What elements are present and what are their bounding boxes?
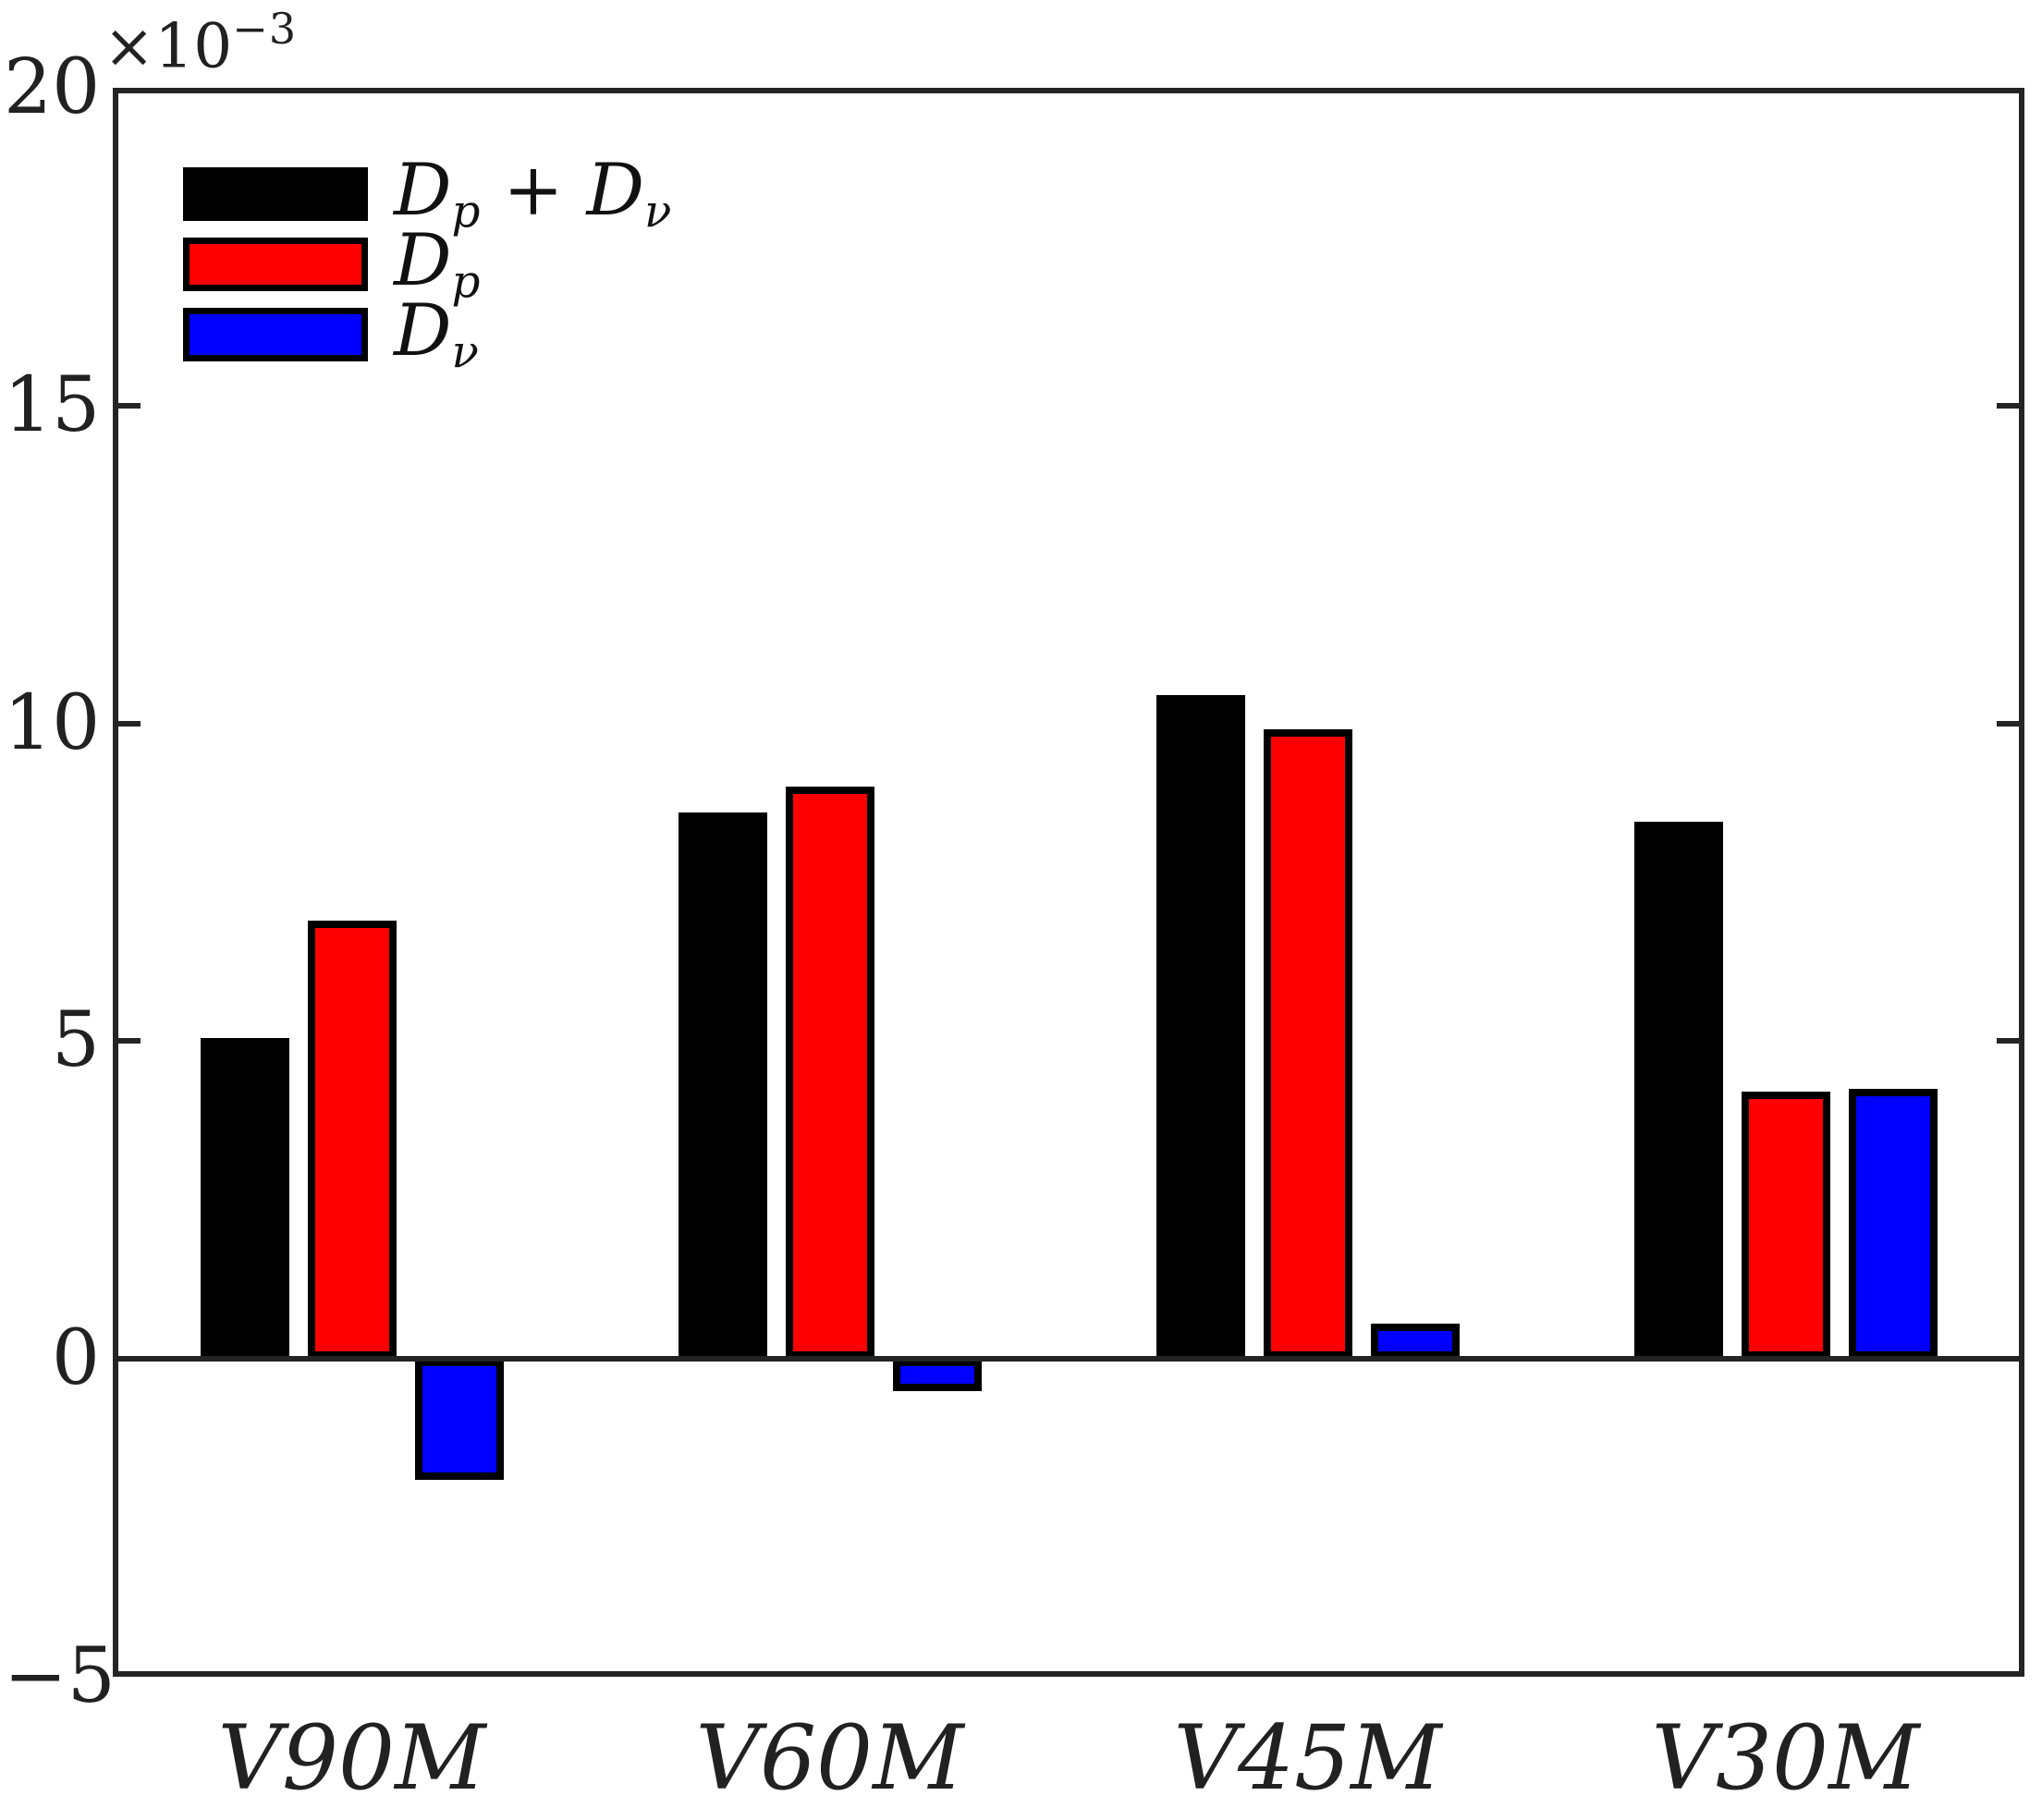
bar-dp-v45m	[1263, 729, 1352, 1360]
x-tick-label-v60m: V60M	[695, 1706, 964, 1810]
bar-dp-v90m	[307, 920, 397, 1360]
legend-text: +	[480, 148, 587, 232]
bar-dp-plus-dv-v90m	[200, 1037, 289, 1360]
legend-text-sub: ν	[451, 326, 479, 379]
legend-text-sub: p	[451, 256, 481, 309]
legend-swatch-dp-plus-dv	[183, 167, 368, 221]
legend-label-dv: Dν	[394, 295, 479, 375]
legend-text: D	[586, 148, 645, 232]
x-tick-label-v45m: V45M	[1173, 1706, 1442, 1810]
legend-label-dp-plus-dv: Dp + Dν	[394, 154, 671, 235]
bar-dv-v45m	[1370, 1324, 1460, 1360]
y-tick-right	[1997, 1038, 2024, 1044]
x-tick-label-v30m: V30M	[1651, 1706, 1920, 1810]
y-tick-left	[113, 402, 141, 409]
y-tick-label: −5	[4, 1632, 116, 1720]
y-tick-label: 0	[51, 1314, 100, 1403]
legend-text: D	[394, 288, 452, 373]
legend-swatch-dp	[183, 238, 368, 291]
zero-baseline	[113, 1356, 2024, 1362]
bar-dp-v60m	[785, 787, 874, 1360]
bar-dv-v90m	[414, 1359, 504, 1480]
multiplier-base: ×10	[104, 10, 233, 82]
legend-text-sub: p	[451, 186, 481, 238]
y-tick-right	[1997, 720, 2024, 727]
legend-item-dp: Dp	[183, 225, 671, 304]
legend-text: D	[394, 148, 452, 232]
bar-dp-v30m	[1741, 1092, 1830, 1360]
y-axis-multiplier: ×10−3	[104, 6, 297, 80]
y-tick-right	[1997, 402, 2024, 409]
legend-text-sub: ν	[644, 186, 672, 238]
bar-dp-plus-dv-v30m	[1633, 822, 1723, 1360]
x-tick-label-v90m: V90M	[217, 1706, 486, 1810]
bar-dp-plus-dv-v45m	[1156, 694, 1245, 1360]
bar-dv-v60m	[892, 1359, 982, 1391]
y-tick-left	[113, 720, 141, 727]
bar-dv-v30m	[1848, 1088, 1938, 1360]
multiplier-exponent: −3	[232, 4, 298, 54]
bar-dp-plus-dv-v60m	[678, 812, 767, 1360]
legend-item-dv: Dν	[183, 295, 671, 374]
y-tick-label: 20	[4, 43, 101, 131]
legend-swatch-dv	[183, 308, 368, 361]
y-tick-label: 5	[51, 996, 100, 1085]
y-tick-label: 15	[4, 360, 101, 449]
y-tick-left	[113, 1038, 141, 1044]
legend: Dp + Dν Dp Dν	[183, 154, 671, 377]
legend-text: D	[394, 218, 452, 302]
y-tick-label: 10	[4, 678, 101, 767]
legend-label-dp: Dp	[394, 225, 481, 305]
legend-item-dp-plus-dv: Dp + Dν	[183, 154, 671, 234]
